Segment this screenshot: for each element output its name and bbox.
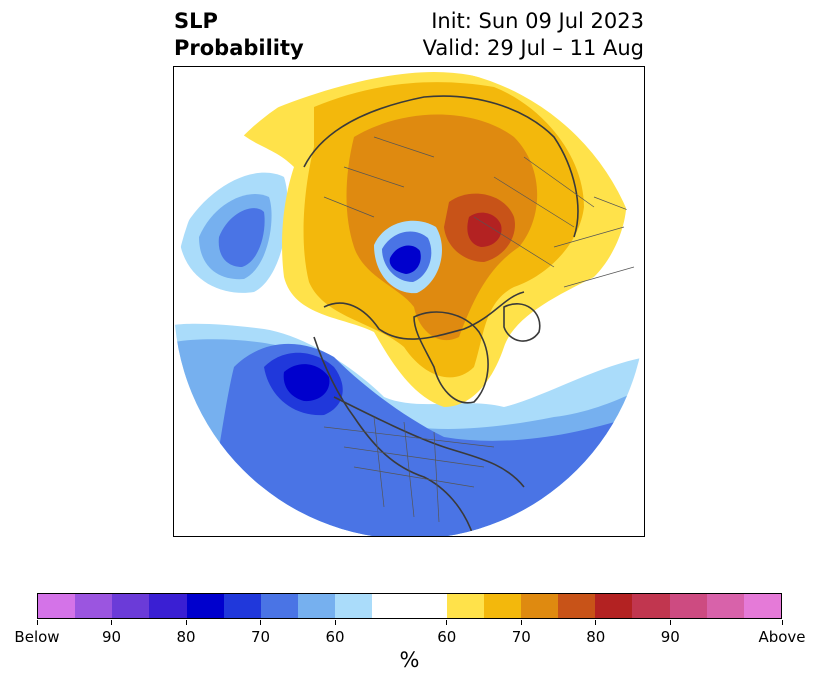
colorbar-segment	[112, 594, 150, 618]
probability-map	[174, 67, 644, 536]
colorbar-tick-label: Below	[14, 628, 60, 646]
valid-range: Valid: 29 Jul – 11 Aug	[422, 36, 644, 60]
colorbar-segment	[260, 594, 299, 618]
colorbar-segment	[558, 594, 596, 618]
colorbar-tick-label: 70	[250, 628, 271, 646]
colorbar-tick	[520, 620, 522, 625]
colorbar-tick-label: 60	[437, 628, 457, 646]
colorbar-segment	[223, 594, 261, 618]
colorbar-tick	[669, 620, 671, 625]
colorbar-segment	[483, 594, 522, 618]
colorbar-segment	[186, 594, 224, 618]
colorbar-segment	[743, 594, 782, 618]
colorbar-tick-label: Above	[758, 628, 806, 646]
colorbar-segment	[335, 594, 373, 618]
colorbar-tick	[334, 620, 336, 625]
pacific-low-core	[218, 208, 265, 267]
colorbar-tick-label: 90	[101, 628, 122, 646]
map-panel	[173, 66, 645, 537]
init-date: Init: Sun 09 Jul 2023	[431, 9, 644, 33]
colorbar-segment	[38, 594, 76, 618]
colorbar-tick-label: 80	[176, 628, 196, 646]
colorbar-segment	[669, 594, 707, 618]
colorbar-segment	[521, 594, 559, 618]
map-dates: Init: Sun 09 Jul 2023 Valid: 29 Jul – 11…	[423, 8, 644, 62]
colorbar	[37, 593, 782, 619]
colorbar-segment	[75, 594, 113, 618]
colorbar-segment	[706, 594, 744, 618]
map-title: SLP Probability	[174, 8, 304, 62]
colorbar-tick-label: 80	[586, 628, 606, 646]
title-quantity: Probability	[174, 36, 304, 60]
colorbar-segment	[372, 594, 447, 618]
colorbar-tick-label: 60	[325, 628, 345, 646]
coastlines	[303, 95, 579, 536]
colorbar-segment	[632, 594, 670, 618]
colorbar-tick	[260, 620, 261, 625]
title-variable: SLP	[174, 9, 218, 33]
blue-region-darkest	[283, 364, 330, 402]
colorbar-tick	[36, 620, 38, 625]
colorbar-tick	[185, 620, 187, 625]
colorbar-tick-label: 70	[511, 628, 531, 646]
colorbar-segment	[595, 594, 633, 618]
colorbar-tick-label: 90	[660, 628, 680, 646]
colorbar-tick	[595, 620, 597, 625]
colorbar-tick	[781, 620, 783, 625]
colorbar-tick	[111, 620, 112, 625]
colorbar-tick	[446, 620, 448, 625]
borders	[323, 136, 644, 523]
positive-region-red	[467, 212, 502, 247]
colorbar-unit-label: %	[399, 648, 420, 672]
colorbar-segment	[298, 594, 336, 618]
colorbar-segment	[446, 594, 484, 618]
colorbar-segment	[149, 594, 187, 618]
